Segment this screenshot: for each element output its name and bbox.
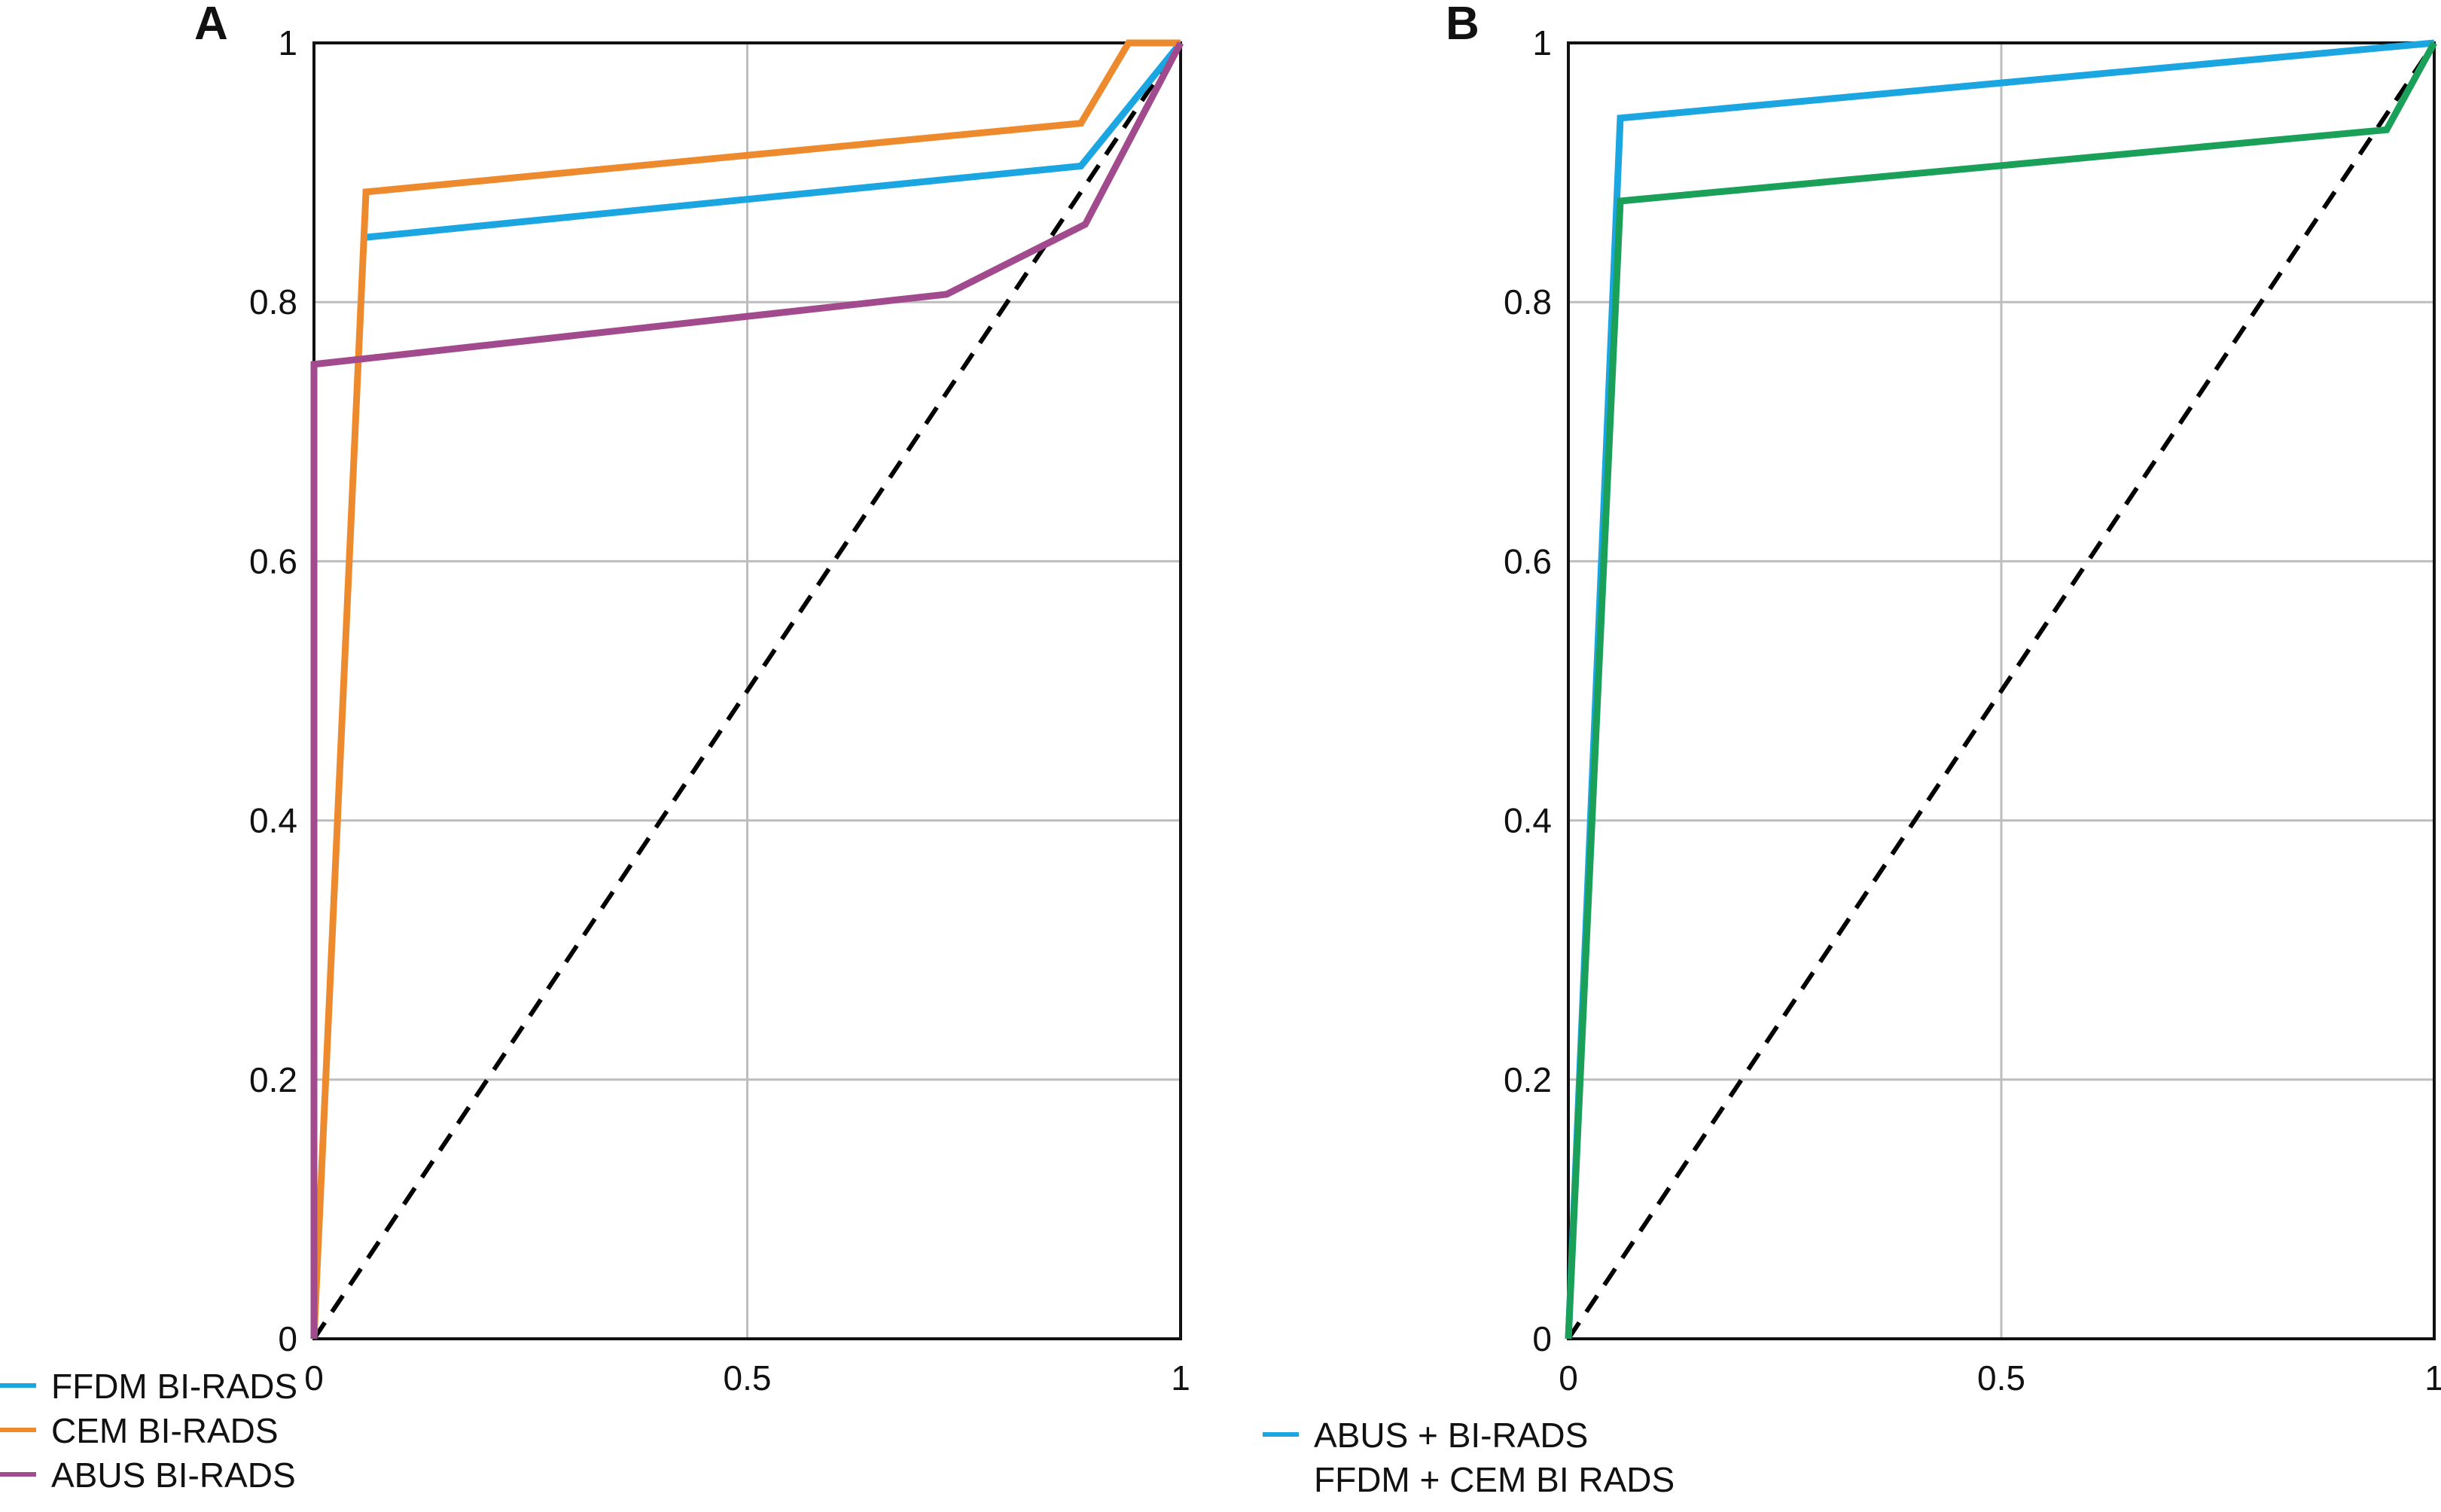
series-line-cem-bi-rads (310, 39, 1181, 1340)
panel-a: A 0 0.2 0.4 0.6 0.8 1 0 0.5 1 FFDM BI-RADS CEM BI-R… (0, 0, 1190, 1495)
legend-label: FFDM BI-RADS (51, 1367, 297, 1406)
y-tick-label: 0.4 (1504, 801, 1552, 840)
x-tick-label: 0 (1559, 1358, 1578, 1398)
reference-diagonal-line (312, 41, 1183, 1340)
x-tick-label: 0.5 (1977, 1358, 2025, 1398)
series-line-ffdm-bi-rads (365, 41, 1184, 241)
y-tick-label: 1 (278, 23, 297, 62)
y-tick-label: 0.6 (1504, 541, 1552, 581)
legend: FFDM BI-RADS CEM BI-RADS ABUS BI-RADS (0, 1367, 297, 1495)
x-tick-label: 0.5 (724, 1358, 772, 1398)
series-line-ffdm-cem-bi-rads (1565, 41, 2437, 1340)
x-tick-label: 0 (304, 1358, 324, 1398)
y-tick-label: 0 (278, 1319, 297, 1358)
legend-label: ABUS + BI-RADS (1314, 1416, 1588, 1455)
legend-label: FFDM + CEM BI RADS (1314, 1460, 1675, 1499)
y-tick-label: 0.8 (249, 282, 297, 322)
y-tick-label: 0.4 (249, 801, 297, 840)
y-tick-label: 0.2 (1504, 1060, 1552, 1099)
y-tick-label: 0.6 (249, 541, 297, 581)
panel-letter: B (1446, 0, 1480, 50)
reference-diagonal-line (1566, 41, 2436, 1340)
y-tick-label: 0 (1532, 1319, 1552, 1358)
plot-frame (1567, 41, 2436, 1340)
y-tick-label: 0.8 (1504, 282, 1552, 322)
legend-label: CEM BI-RADS (51, 1411, 279, 1450)
legend: ABUS + BI-RADS FFDM + CEM BI RADS (1263, 1416, 1675, 1499)
y-tick-label: 1 (1532, 23, 1552, 62)
panel-b: B 0 0.2 0.4 0.6 0.8 1 0 0.5 1 ABUS + BI-RADS FFDM +… (1263, 0, 2441, 1499)
panel-letter: A (194, 0, 228, 50)
series-line-abus-bi-rads (310, 41, 1184, 1339)
legend-label: ABUS BI-RADS (51, 1456, 296, 1495)
y-tick-label: 0.2 (249, 1060, 297, 1099)
x-tick-label: 1 (2424, 1358, 2441, 1398)
x-tick-label: 1 (1171, 1358, 1190, 1398)
